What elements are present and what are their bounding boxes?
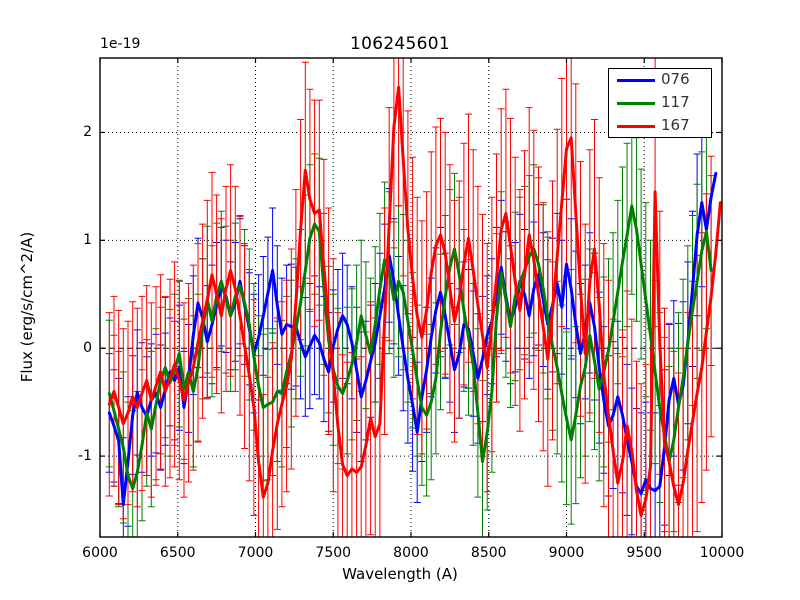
x-tick-label: 7000 xyxy=(237,545,274,561)
y-axis-label: Flux (erg/s/cm^2/A) xyxy=(18,231,36,383)
x-tick-label: 7500 xyxy=(315,545,352,561)
legend-label-117: 117 xyxy=(661,93,690,111)
legend-label-076: 076 xyxy=(661,70,690,88)
legend: 076 117 167 xyxy=(608,68,712,138)
legend-swatch-076 xyxy=(617,79,655,82)
x-tick-label: 9000 xyxy=(548,545,585,561)
y-tick-label: -1 xyxy=(78,448,92,465)
legend-entry: 167 xyxy=(609,115,711,138)
x-tick-label: 10000 xyxy=(699,545,745,561)
y-tick-label: 2 xyxy=(83,124,92,141)
x-tick-label: 6500 xyxy=(159,545,196,561)
x-tick-label: 8500 xyxy=(470,545,507,561)
legend-label-167: 167 xyxy=(661,116,690,134)
y-tick-label: 1 xyxy=(83,232,92,249)
legend-swatch-167 xyxy=(617,125,655,128)
legend-entry: 076 xyxy=(609,69,711,92)
chart-title: 106245601 xyxy=(349,34,451,54)
y-axis-offset-label: 1e-19 xyxy=(100,36,141,52)
x-axis-label: Wavelength (A) xyxy=(342,565,458,583)
legend-entry: 117 xyxy=(609,92,711,115)
x-tick-label: 8000 xyxy=(393,545,429,561)
x-tick-label: 9500 xyxy=(626,545,663,561)
x-tick-label: 6000 xyxy=(82,545,118,561)
legend-swatch-117 xyxy=(617,102,655,105)
y-tick-label: 0 xyxy=(83,340,92,357)
